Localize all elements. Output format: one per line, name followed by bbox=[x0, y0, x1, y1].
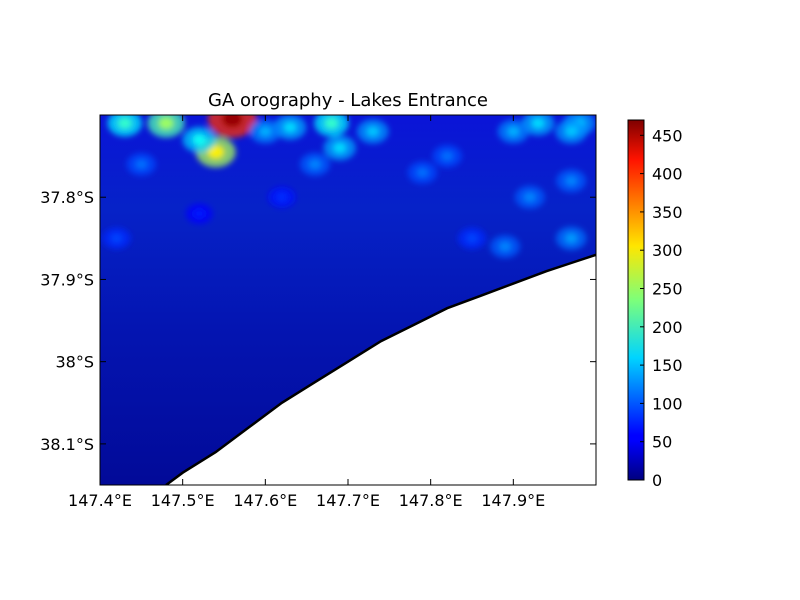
elevation-peak-core bbox=[158, 116, 175, 130]
coastline bbox=[165, 253, 596, 485]
x-tick-label: 147.7°E bbox=[316, 491, 380, 510]
colorbar-tick-label: 150 bbox=[652, 356, 683, 375]
elevation-peak-core bbox=[416, 167, 429, 178]
elevation-peak-core bbox=[531, 117, 545, 129]
elevation-peak-core bbox=[192, 133, 207, 146]
x-axis: 147.4°E 147.5°E 147.6°E 147.7°E 147.8°E 147.9… bbox=[68, 115, 545, 510]
elevation-peak-core bbox=[564, 233, 578, 244]
x-tick-label: 147.9°E bbox=[481, 491, 545, 510]
elevation-peak-core bbox=[283, 121, 297, 133]
x-tick-label: 147.4°E bbox=[68, 491, 132, 510]
colorbar-tick-label: 0 bbox=[652, 471, 662, 490]
colorbar-tick-label: 250 bbox=[652, 280, 683, 299]
colorbar-tick-label: 400 bbox=[652, 165, 683, 184]
colorbar-tick-label: 300 bbox=[652, 241, 683, 260]
elevation-peak-core bbox=[564, 125, 578, 137]
elevation-peak-core bbox=[465, 233, 479, 244]
y-tick-label: 38.1°S bbox=[40, 435, 94, 454]
colorbar-tick-label: 350 bbox=[652, 203, 683, 222]
elevation-peak-core bbox=[258, 126, 272, 137]
elevation-peak-core bbox=[117, 117, 133, 130]
colorbar-tick-label: 450 bbox=[652, 126, 683, 145]
land-elevation-field bbox=[100, 115, 596, 485]
elevation-peak-core bbox=[523, 192, 537, 203]
x-tick-label: 147.5°E bbox=[151, 491, 215, 510]
elevation-peak-core bbox=[275, 192, 288, 203]
y-tick-label: 37.9°S bbox=[40, 270, 94, 289]
colorbar-tick-label: 100 bbox=[652, 394, 683, 413]
elevation-peak-core bbox=[332, 142, 347, 154]
y-tick-label: 38°S bbox=[55, 353, 94, 372]
elevation-peak-core bbox=[110, 233, 123, 244]
elevation-peak-core bbox=[324, 117, 339, 130]
x-tick-label: 147.6°E bbox=[233, 491, 297, 510]
elevation-peak-core bbox=[308, 159, 322, 170]
plot-area bbox=[99, 114, 597, 486]
elevation-peak-core bbox=[564, 175, 578, 186]
colorbar-gradient bbox=[627, 119, 645, 481]
x-tick-label: 147.8°E bbox=[399, 491, 463, 510]
y-axis: 37.8°S 37.9°S 38°S 38.1°S bbox=[40, 188, 596, 454]
elevation-peak-core bbox=[193, 208, 205, 219]
y-tick-label: 37.8°S bbox=[40, 188, 94, 207]
elevation-peaks bbox=[102, 115, 596, 259]
colorbar-tick-label: 200 bbox=[652, 318, 683, 337]
colorbar: 0 50 100 150 200 250 300 350 400 450 bbox=[627, 119, 683, 490]
elevation-peak-core bbox=[221, 115, 243, 128]
chart-title: GA orography - Lakes Entrance bbox=[208, 90, 488, 111]
elevation-peak-core bbox=[498, 241, 512, 252]
elevation-peak-core bbox=[440, 151, 454, 162]
elevation-peak-core bbox=[506, 126, 520, 137]
elevation-peak-core bbox=[135, 159, 148, 170]
colorbar-tick-label: 50 bbox=[652, 433, 672, 452]
elevation-peak-core bbox=[366, 125, 380, 137]
elevation-peak-core bbox=[207, 145, 225, 159]
colorbar-ticks: 0 50 100 150 200 250 300 350 400 450 bbox=[640, 126, 683, 490]
